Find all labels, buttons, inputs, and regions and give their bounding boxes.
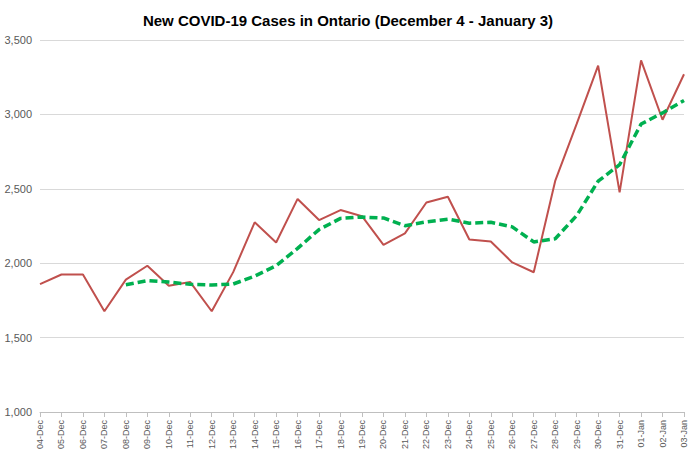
svg-text:3,500: 3,500 xyxy=(4,34,32,46)
svg-text:11-Dec: 11-Dec xyxy=(185,420,195,449)
svg-text:07-Dec: 07-Dec xyxy=(99,420,109,450)
svg-text:21-Dec: 21-Dec xyxy=(400,420,410,450)
svg-text:2,500: 2,500 xyxy=(4,183,32,195)
svg-text:10-Dec: 10-Dec xyxy=(164,420,174,450)
svg-text:14-Dec: 14-Dec xyxy=(250,420,260,450)
svg-text:03-Jan: 03-Jan xyxy=(679,420,689,448)
svg-text:18-Dec: 18-Dec xyxy=(336,420,346,450)
svg-text:3,000: 3,000 xyxy=(4,108,32,120)
svg-text:1,500: 1,500 xyxy=(4,332,32,344)
svg-text:26-Dec: 26-Dec xyxy=(507,420,517,450)
svg-text:31-Dec: 31-Dec xyxy=(615,420,625,450)
svg-text:17-Dec: 17-Dec xyxy=(314,420,324,450)
svg-text:12-Dec: 12-Dec xyxy=(207,420,217,450)
svg-text:09-Dec: 09-Dec xyxy=(142,420,152,450)
svg-text:04-Dec: 04-Dec xyxy=(35,420,45,450)
svg-text:New COVID-19 Cases in Ontario: New COVID-19 Cases in Ontario (December … xyxy=(143,12,553,29)
svg-text:29-Dec: 29-Dec xyxy=(572,420,582,450)
svg-text:25-Dec: 25-Dec xyxy=(486,420,496,450)
svg-text:16-Dec: 16-Dec xyxy=(293,420,303,450)
svg-text:23-Dec: 23-Dec xyxy=(443,420,453,450)
svg-text:05-Dec: 05-Dec xyxy=(56,420,66,450)
svg-text:22-Dec: 22-Dec xyxy=(421,420,431,450)
svg-text:08-Dec: 08-Dec xyxy=(121,420,131,450)
svg-text:30-Dec: 30-Dec xyxy=(593,420,603,450)
svg-text:1,000: 1,000 xyxy=(4,406,32,418)
svg-text:01-Jan: 01-Jan xyxy=(636,420,646,448)
svg-text:27-Dec: 27-Dec xyxy=(529,420,539,450)
svg-text:20-Dec: 20-Dec xyxy=(378,420,388,450)
svg-text:02-Jan: 02-Jan xyxy=(658,420,668,448)
svg-text:13-Dec: 13-Dec xyxy=(228,420,238,450)
svg-text:28-Dec: 28-Dec xyxy=(550,420,560,450)
svg-text:15-Dec: 15-Dec xyxy=(271,420,281,450)
svg-text:19-Dec: 19-Dec xyxy=(357,420,367,450)
svg-text:06-Dec: 06-Dec xyxy=(78,420,88,450)
svg-text:24-Dec: 24-Dec xyxy=(464,420,474,450)
svg-text:2,000: 2,000 xyxy=(4,257,32,269)
